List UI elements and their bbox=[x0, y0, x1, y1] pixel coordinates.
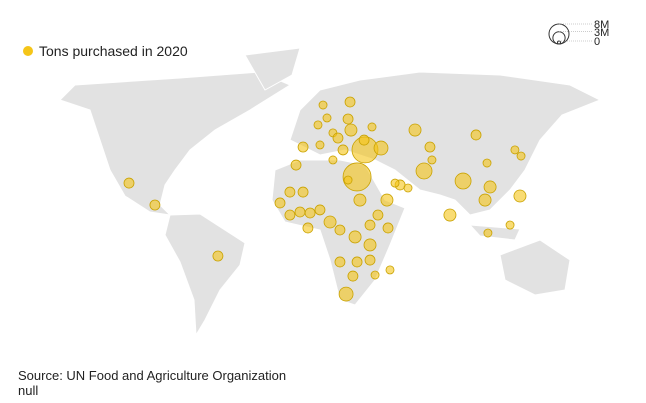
bubble bbox=[353, 193, 367, 207]
bubble bbox=[367, 122, 377, 132]
size-legend-label: 0 bbox=[594, 36, 600, 48]
bubble bbox=[415, 162, 433, 180]
bubble bbox=[505, 220, 515, 230]
bubble bbox=[284, 186, 296, 198]
bubble bbox=[212, 250, 224, 262]
land bbox=[59, 71, 292, 216]
bubble bbox=[403, 183, 413, 193]
bubble bbox=[482, 158, 492, 168]
bubble bbox=[513, 189, 527, 203]
bubble bbox=[334, 256, 346, 268]
bubble bbox=[483, 228, 493, 238]
bubble bbox=[323, 215, 337, 229]
bubble bbox=[344, 123, 358, 137]
bubble bbox=[380, 193, 394, 207]
bubble bbox=[302, 222, 314, 234]
bubble bbox=[274, 197, 286, 209]
bubble bbox=[344, 96, 356, 108]
bubble bbox=[343, 175, 353, 185]
bubbles bbox=[123, 96, 527, 302]
land bbox=[164, 213, 246, 337]
bubble bbox=[351, 256, 363, 268]
bubble bbox=[385, 265, 395, 275]
legend-label: Tons purchased in 2020 bbox=[39, 43, 188, 59]
bubble bbox=[294, 206, 306, 218]
bubble bbox=[297, 186, 309, 198]
bubble bbox=[454, 172, 472, 190]
bubble bbox=[443, 208, 457, 222]
bubble bbox=[313, 120, 323, 130]
bubble bbox=[334, 224, 346, 236]
bubble bbox=[347, 270, 359, 282]
bubble bbox=[427, 155, 437, 165]
land bbox=[468, 224, 521, 241]
bubble bbox=[364, 219, 376, 231]
bubble bbox=[314, 204, 326, 216]
bubble bbox=[510, 145, 520, 155]
bubble bbox=[390, 178, 400, 188]
bubble bbox=[328, 155, 338, 165]
land bbox=[244, 47, 301, 91]
bubble bbox=[424, 141, 436, 153]
bubble bbox=[363, 238, 377, 252]
bubble bbox=[408, 123, 422, 137]
bubble bbox=[149, 199, 161, 211]
size-legend-circle bbox=[557, 40, 561, 45]
bubble bbox=[123, 177, 135, 189]
bubble bbox=[358, 134, 370, 146]
bubble bbox=[315, 140, 325, 150]
bubble bbox=[332, 132, 344, 144]
bubble bbox=[322, 113, 332, 123]
bubble bbox=[470, 129, 482, 141]
bubble bbox=[284, 209, 296, 221]
land bbox=[499, 239, 571, 296]
bubble bbox=[364, 254, 376, 266]
bubble bbox=[338, 286, 354, 302]
legend-swatch bbox=[23, 46, 33, 56]
bubble bbox=[304, 207, 316, 219]
bubble bbox=[382, 222, 394, 234]
bubble bbox=[478, 193, 492, 207]
bubble bbox=[348, 230, 362, 244]
bubble bbox=[516, 151, 526, 161]
bubble bbox=[318, 100, 328, 110]
size-legend-label: 3M bbox=[594, 27, 609, 39]
bubble bbox=[297, 141, 309, 153]
land bbox=[289, 71, 602, 216]
size-legend-label: 8M bbox=[594, 19, 609, 31]
bubble bbox=[372, 209, 384, 221]
bubble bbox=[370, 270, 380, 280]
size-legend-circle bbox=[552, 31, 566, 45]
source: Source: UN Food and Agriculture Organiza… bbox=[18, 368, 286, 383]
bubble bbox=[373, 140, 389, 156]
bubble bbox=[483, 180, 497, 194]
bubble bbox=[290, 159, 302, 171]
note: null bbox=[18, 383, 38, 398]
bubble bbox=[337, 144, 349, 156]
bubble bbox=[342, 113, 354, 125]
